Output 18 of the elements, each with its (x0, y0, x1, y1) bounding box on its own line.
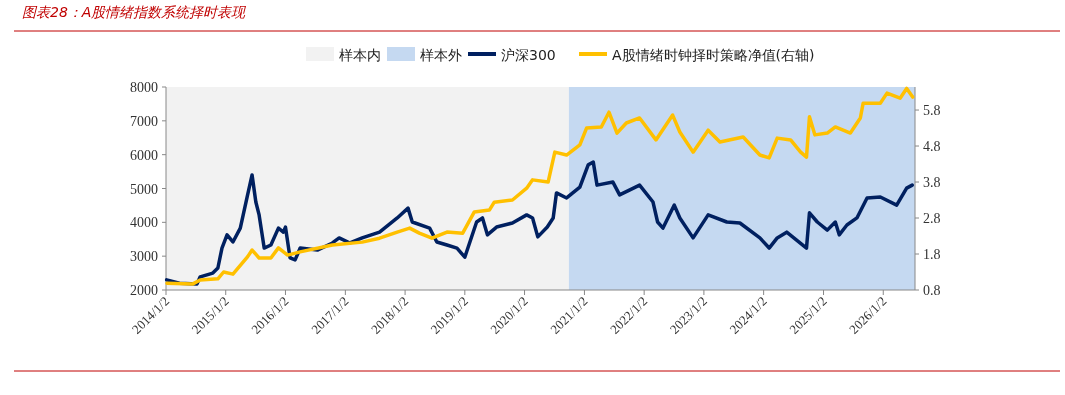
y-tick-label: 3000 (130, 249, 158, 265)
y2-tick-label: 0.8 (923, 283, 941, 298)
y-tick-label: 7000 (130, 113, 158, 129)
y2-tick-label: 1.8 (923, 247, 941, 263)
y2-tick-label: 3.8 (923, 175, 941, 191)
y2-tick-label: 4.8 (923, 139, 941, 155)
legend-label: 样本内 (339, 47, 381, 63)
y-tick-label: 5000 (130, 181, 158, 197)
y-tick-label: 8000 (130, 80, 158, 95)
title: 图表28：A股情绪指数系统择时表现 (22, 4, 246, 20)
y2-tick-label: 5.8 (923, 103, 941, 119)
legend-label: A股情绪时钟择时策略净值(右轴) (612, 47, 815, 63)
y-tick-label: 2000 (130, 283, 158, 298)
legend-label: 沪深300 (501, 47, 556, 63)
y2-tick-label: 2.8 (923, 211, 941, 227)
y-tick-label: 4000 (130, 215, 158, 231)
legend-label: 样本外 (420, 47, 462, 63)
y-tick-label: 6000 (130, 147, 158, 163)
